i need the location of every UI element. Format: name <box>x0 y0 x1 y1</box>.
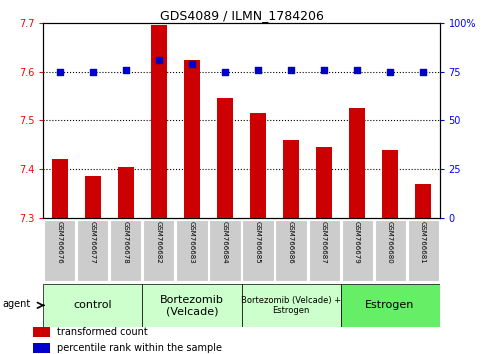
FancyBboxPatch shape <box>341 284 440 326</box>
Text: GSM766677: GSM766677 <box>90 221 96 264</box>
Bar <box>316 147 332 218</box>
Text: GSM766678: GSM766678 <box>123 221 129 264</box>
Point <box>89 69 97 74</box>
Text: GSM766682: GSM766682 <box>156 221 162 264</box>
Bar <box>33 327 50 337</box>
FancyBboxPatch shape <box>374 220 406 281</box>
Point <box>188 61 196 67</box>
Bar <box>184 59 200 218</box>
FancyBboxPatch shape <box>111 220 142 281</box>
FancyBboxPatch shape <box>242 220 273 281</box>
FancyBboxPatch shape <box>242 284 341 326</box>
Point <box>56 69 64 74</box>
Text: GSM766683: GSM766683 <box>189 221 195 264</box>
Bar <box>283 140 299 218</box>
Text: GSM766686: GSM766686 <box>288 221 294 264</box>
Point <box>155 57 163 63</box>
Text: Bortezomib
(Velcade): Bortezomib (Velcade) <box>160 295 224 316</box>
FancyBboxPatch shape <box>408 220 439 281</box>
Bar <box>33 343 50 353</box>
Text: GSM766687: GSM766687 <box>321 221 327 264</box>
FancyBboxPatch shape <box>275 220 307 281</box>
Bar <box>217 98 233 218</box>
Text: GSM766679: GSM766679 <box>354 221 360 264</box>
Bar <box>349 108 365 218</box>
Point <box>122 67 130 73</box>
Point <box>353 67 361 73</box>
Bar <box>250 113 266 218</box>
Point <box>320 67 328 73</box>
FancyBboxPatch shape <box>142 284 242 326</box>
FancyBboxPatch shape <box>77 220 109 281</box>
Point <box>419 69 427 74</box>
Text: GSM766685: GSM766685 <box>255 221 261 264</box>
Point <box>221 69 229 74</box>
FancyBboxPatch shape <box>43 284 142 326</box>
FancyBboxPatch shape <box>44 220 75 281</box>
Bar <box>151 25 167 218</box>
Text: agent: agent <box>2 298 30 309</box>
Text: Estrogen: Estrogen <box>365 300 415 310</box>
Bar <box>52 159 68 218</box>
FancyBboxPatch shape <box>210 220 241 281</box>
Text: control: control <box>74 300 112 310</box>
FancyBboxPatch shape <box>341 220 372 281</box>
Bar <box>415 184 431 218</box>
Point <box>254 67 262 73</box>
FancyBboxPatch shape <box>309 220 340 281</box>
Point <box>287 67 295 73</box>
Text: GSM766684: GSM766684 <box>222 221 228 264</box>
Bar <box>118 167 134 218</box>
Bar <box>85 176 101 218</box>
Point <box>386 69 394 74</box>
Text: GSM766680: GSM766680 <box>387 221 393 264</box>
Text: GSM766681: GSM766681 <box>420 221 426 264</box>
Title: GDS4089 / ILMN_1784206: GDS4089 / ILMN_1784206 <box>159 9 324 22</box>
Text: GSM766676: GSM766676 <box>57 221 63 264</box>
Text: percentile rank within the sample: percentile rank within the sample <box>57 343 222 353</box>
FancyBboxPatch shape <box>176 220 208 281</box>
Text: transformed count: transformed count <box>57 327 148 337</box>
Text: Bortezomib (Velcade) +
Estrogen: Bortezomib (Velcade) + Estrogen <box>241 296 341 315</box>
FancyBboxPatch shape <box>143 220 174 281</box>
Bar <box>382 149 398 218</box>
